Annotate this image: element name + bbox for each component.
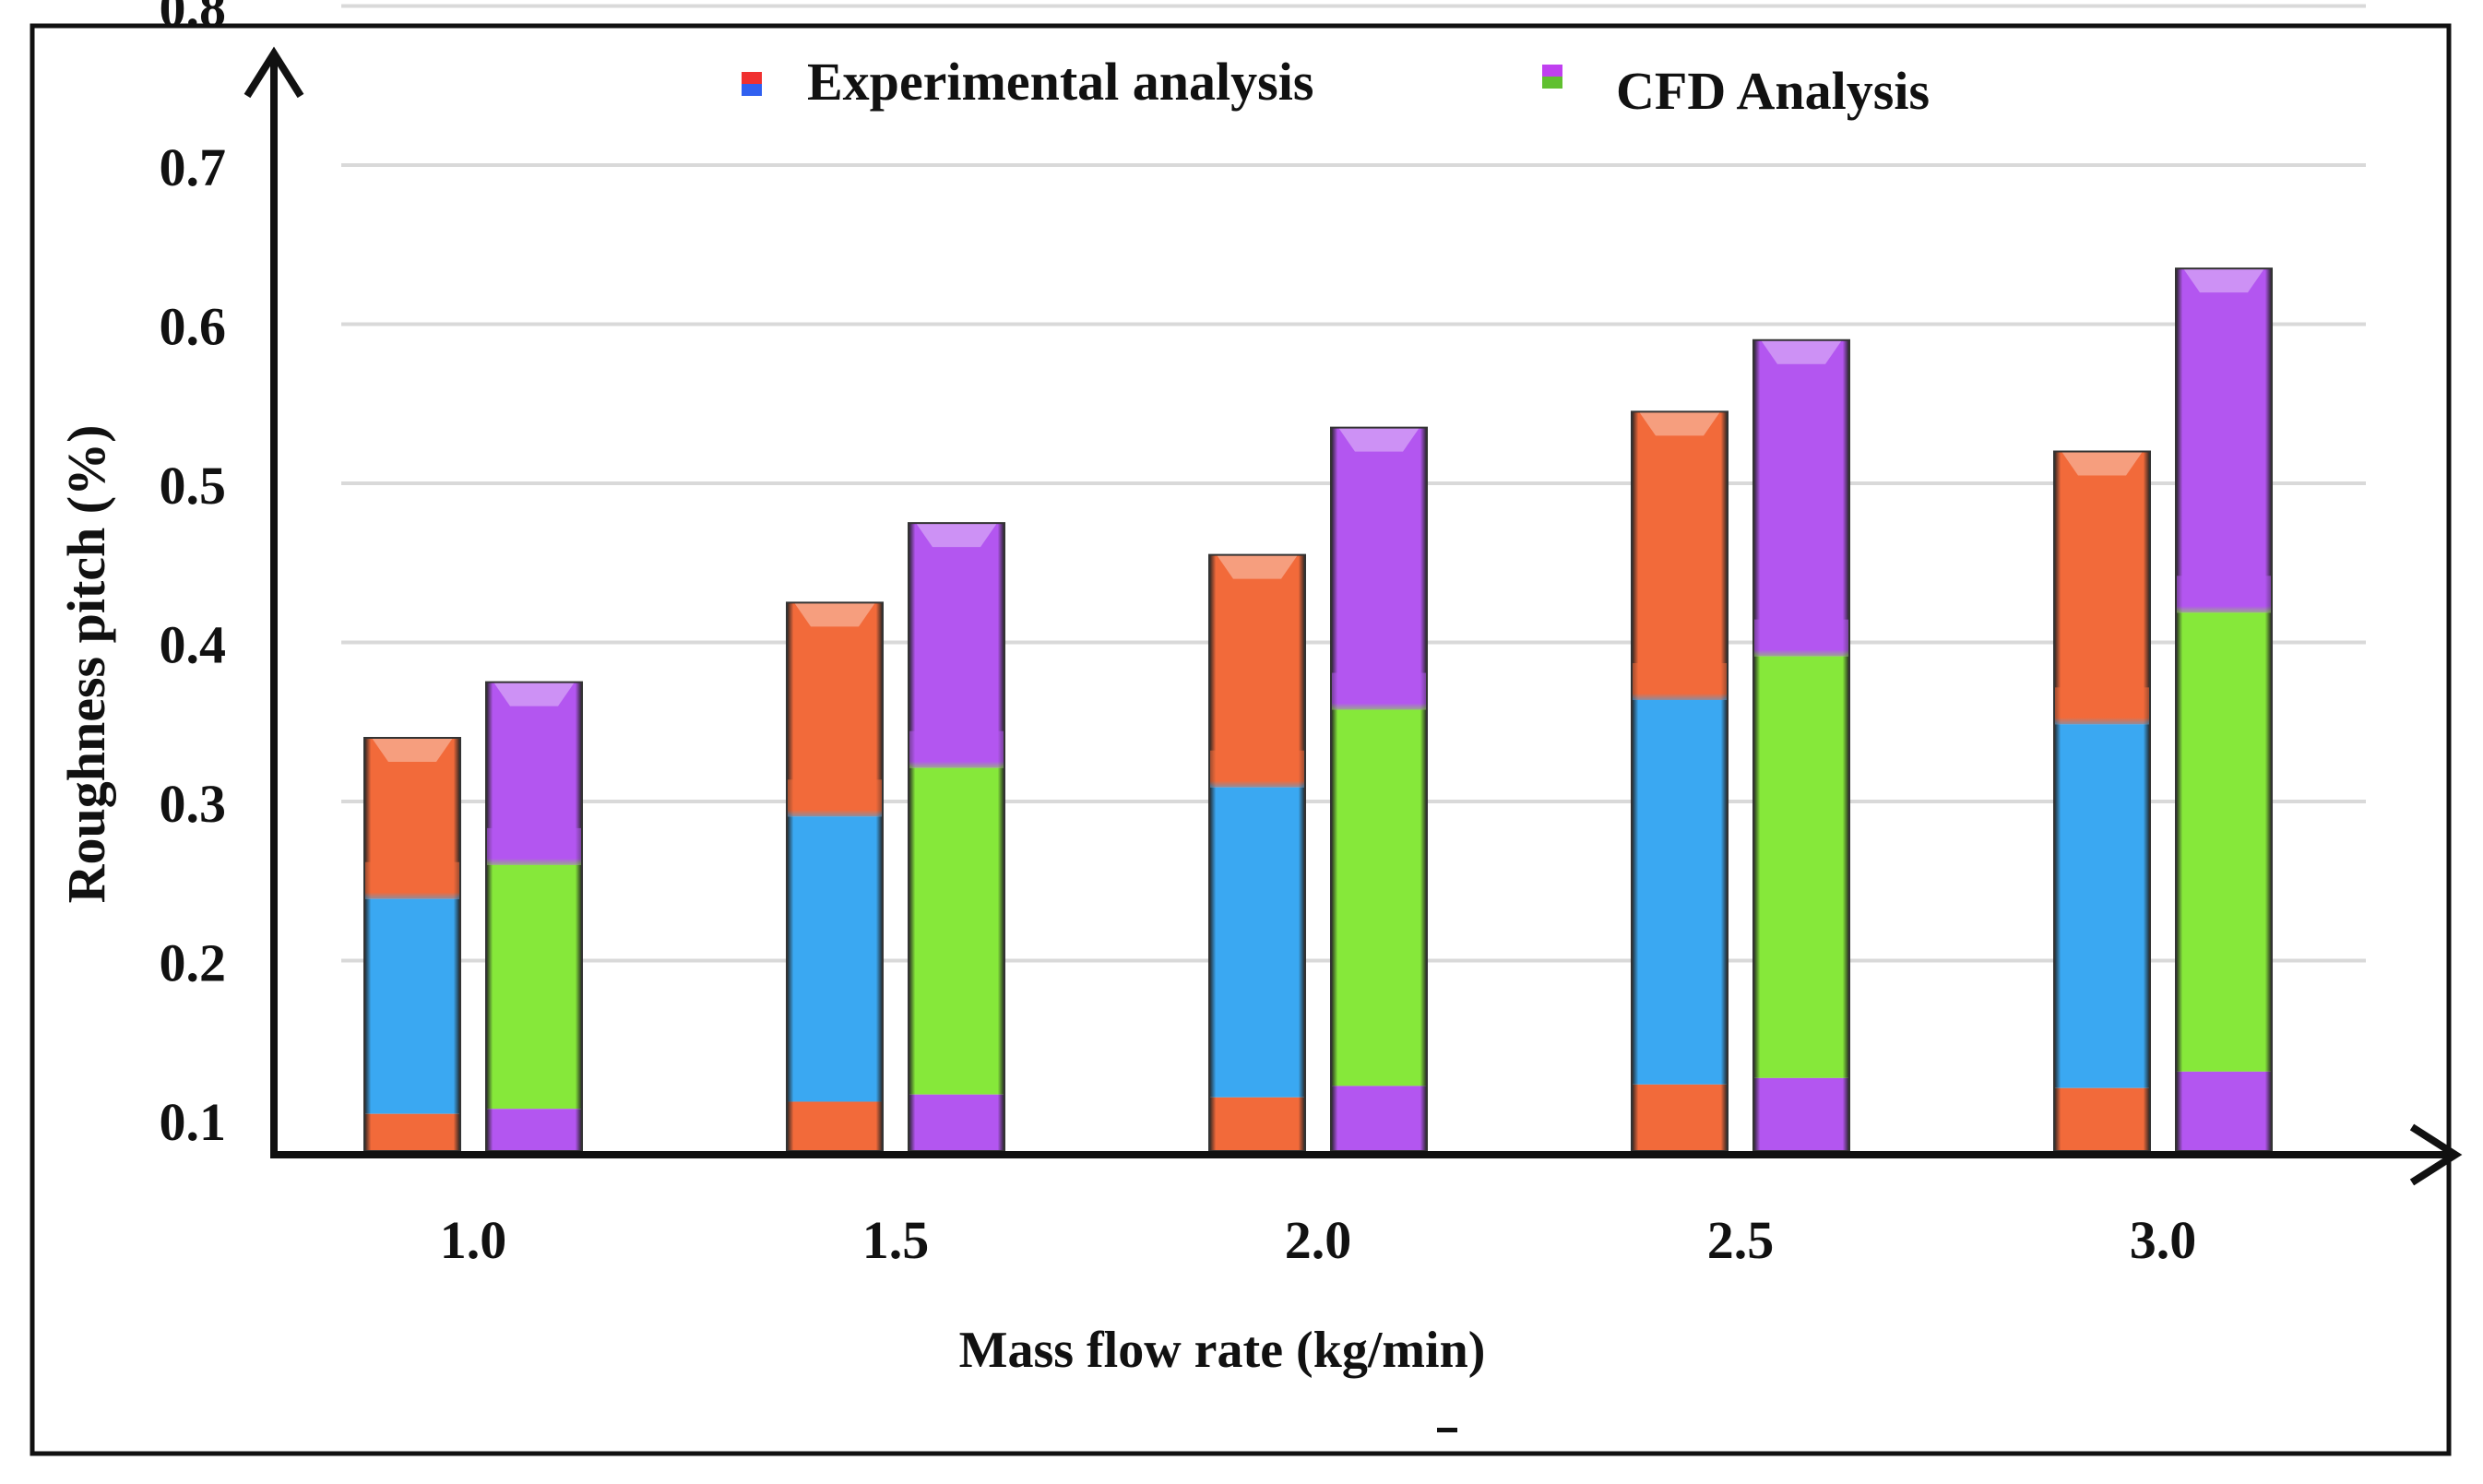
legend-item-experimental: Experimental analysis (742, 52, 1313, 112)
bar-segment-middle (1753, 656, 1849, 1078)
bar-segment-blend (2176, 576, 2272, 613)
bar-segment-top (1632, 411, 1728, 701)
gridlines (341, 4, 2366, 963)
bar-cap-highlight (1761, 339, 1842, 364)
legend-item-cfd: CFD Analysis (1542, 61, 1930, 121)
legend-marker-experimental-top (742, 72, 762, 84)
bar-segment-bottom (364, 1113, 460, 1151)
y-tick-label-0.4: 0.4 (160, 615, 227, 675)
bar-segment-bottom (486, 1109, 582, 1151)
bar-segment-blend (1331, 672, 1427, 710)
bar-segment-middle (1331, 709, 1427, 1086)
legend-label-experimental: Experimental analysis (807, 52, 1313, 112)
bar-segment-bottom (2176, 1071, 2272, 1151)
bar-segment-top (1209, 554, 1305, 788)
bar-segment-middle (909, 767, 1004, 1095)
y-tick-label-0.5: 0.5 (160, 456, 227, 516)
bar-segment-bottom (1331, 1086, 1427, 1151)
bar-segment-bottom (909, 1094, 1004, 1151)
bar-segment-top (909, 523, 1004, 768)
bar-segment-blend (1632, 663, 1728, 701)
x-axis-arrow-icon (2409, 1123, 2463, 1186)
y-tick-label-0.7: 0.7 (160, 137, 227, 197)
bar-cap-highlight (1639, 411, 1720, 436)
y-axis-arrow-icon (244, 46, 304, 99)
bar-cap-highlight (1338, 427, 1420, 452)
bar-cfd-2.0 (1330, 426, 1428, 1152)
y-tick-label-0.8: 0.8 (160, 0, 227, 39)
bar-cap-highlight (1217, 554, 1298, 579)
x-tick-label-2.5: 2.5 (1707, 1210, 1775, 1270)
bar-segment-bottom (787, 1101, 883, 1151)
stray-mark (1437, 1428, 1457, 1432)
bar-segment-blend (1209, 750, 1305, 788)
bar-experimental-1.5 (786, 601, 884, 1152)
bar-experimental-2.0 (1208, 553, 1306, 1152)
bar-cfd-1.5 (908, 522, 1005, 1152)
bar-segment-blend (909, 730, 1004, 768)
bar-segment-middle (2176, 612, 2272, 1072)
y-tick-label-0.2: 0.2 (160, 933, 227, 993)
legend: Experimental analysis CFD Analysis (742, 52, 1930, 121)
bar-cfd-3.0 (2175, 267, 2273, 1152)
legend-marker-cfd-bottom (1542, 77, 1562, 89)
bar-experimental-3.0 (2053, 450, 2151, 1152)
bar-segment-middle (364, 898, 460, 1114)
legend-marker-cfd-top (1542, 65, 1562, 77)
bar-segment-blend (2054, 687, 2150, 725)
y-tick-label-0.6: 0.6 (160, 297, 227, 357)
y-tick-label-0.1: 0.1 (160, 1092, 227, 1152)
bar-segment-top (2176, 268, 2272, 613)
bar-cfd-2.5 (1752, 338, 1850, 1152)
bar-segment-middle (787, 816, 883, 1102)
x-tick-label-3.0: 3.0 (2130, 1210, 2197, 1270)
x-tick-labels: 1.0 1.5 2.0 2.5 3.0 (440, 1210, 2197, 1270)
y-tick-label-0.3: 0.3 (160, 774, 227, 834)
legend-marker-experimental-bottom (742, 84, 762, 96)
y-axis-label: Roughness pitch (%) (56, 425, 116, 904)
bar-segment-middle (486, 864, 582, 1110)
bar-cap-highlight (372, 738, 453, 762)
x-axis-label: Mass flow rate (kg/min) (959, 1322, 1486, 1379)
bar-experimental-2.5 (1631, 410, 1729, 1152)
bar-segment-middle (2054, 724, 2150, 1088)
bar-cap-highlight (794, 602, 875, 627)
bar-cap-highlight (2183, 268, 2264, 293)
bar-segment-bottom (1753, 1077, 1849, 1151)
x-tick-label-2.0: 2.0 (1285, 1210, 1352, 1270)
bar-segment-blend (486, 827, 582, 865)
bar-cap-highlight (916, 523, 997, 548)
bar-segment-blend (1753, 619, 1849, 657)
bar-segment-top (2054, 451, 2150, 725)
bar-segment-blend (364, 861, 460, 899)
bar-segment-top (1331, 427, 1427, 710)
x-tick-label-1.0: 1.0 (440, 1210, 507, 1270)
bar-segment-bottom (1632, 1084, 1728, 1151)
bar-segment-top (1753, 339, 1849, 657)
bar-segment-bottom (2054, 1087, 2150, 1151)
legend-label-cfd: CFD Analysis (1616, 61, 1930, 121)
bar-segment-middle (1632, 700, 1728, 1085)
bar-segment-bottom (1209, 1097, 1305, 1151)
bar-segment-middle (1209, 787, 1305, 1098)
bar-cap-highlight (2061, 451, 2143, 476)
y-tick-labels: 0.1 0.2 0.3 0.4 0.5 0.6 0.7 0.8 (160, 0, 227, 1152)
bar-experimental-1.0 (363, 737, 461, 1152)
bars (363, 267, 2273, 1152)
bar-segment-blend (787, 779, 883, 817)
chart-frame (30, 23, 2452, 1456)
bar-cfd-1.0 (485, 681, 583, 1152)
axes (244, 46, 2463, 1186)
bar-cap-highlight (493, 682, 575, 706)
x-tick-label-1.5: 1.5 (862, 1210, 930, 1270)
